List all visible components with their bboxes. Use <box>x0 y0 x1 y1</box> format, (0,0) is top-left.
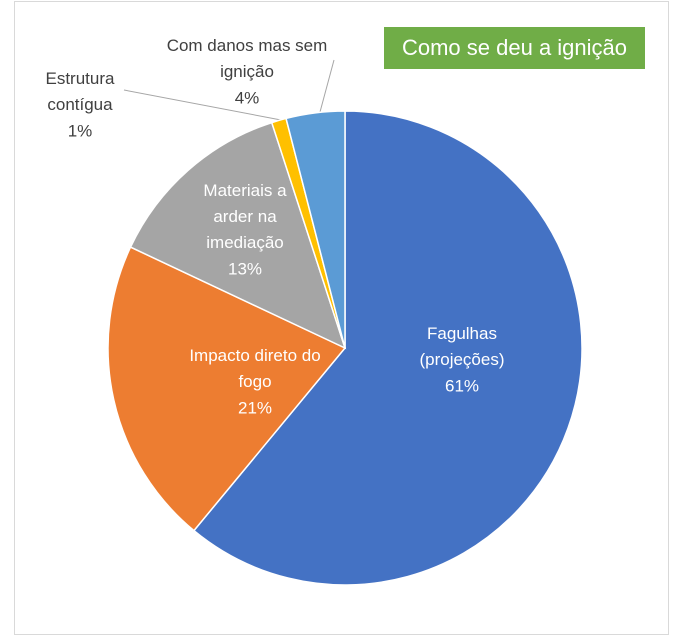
pie-slice <box>107 246 347 532</box>
slice-label: Fagulhas (projeções) <box>419 324 504 369</box>
pie-slice <box>192 110 583 586</box>
slice-label: Estrutura contígua <box>46 69 116 114</box>
title-box <box>384 27 645 69</box>
chart-title: Como se deu a ignição <box>402 35 627 60</box>
value-label: 4% <box>235 88 260 107</box>
leader-line <box>319 59 335 113</box>
pie-slice <box>285 110 346 349</box>
value-label: 21% <box>238 398 272 417</box>
value-label: 1% <box>68 121 93 140</box>
leader-line <box>123 89 282 121</box>
pie-slice <box>129 121 347 350</box>
value-label: 61% <box>445 376 479 395</box>
value-label: 13% <box>228 259 262 278</box>
slice-label: Com danos mas sem ignição <box>167 36 328 81</box>
slice-label: Impacto direto do fogo <box>189 346 320 391</box>
slice-label: Materiais a arder na imediação <box>203 181 287 252</box>
